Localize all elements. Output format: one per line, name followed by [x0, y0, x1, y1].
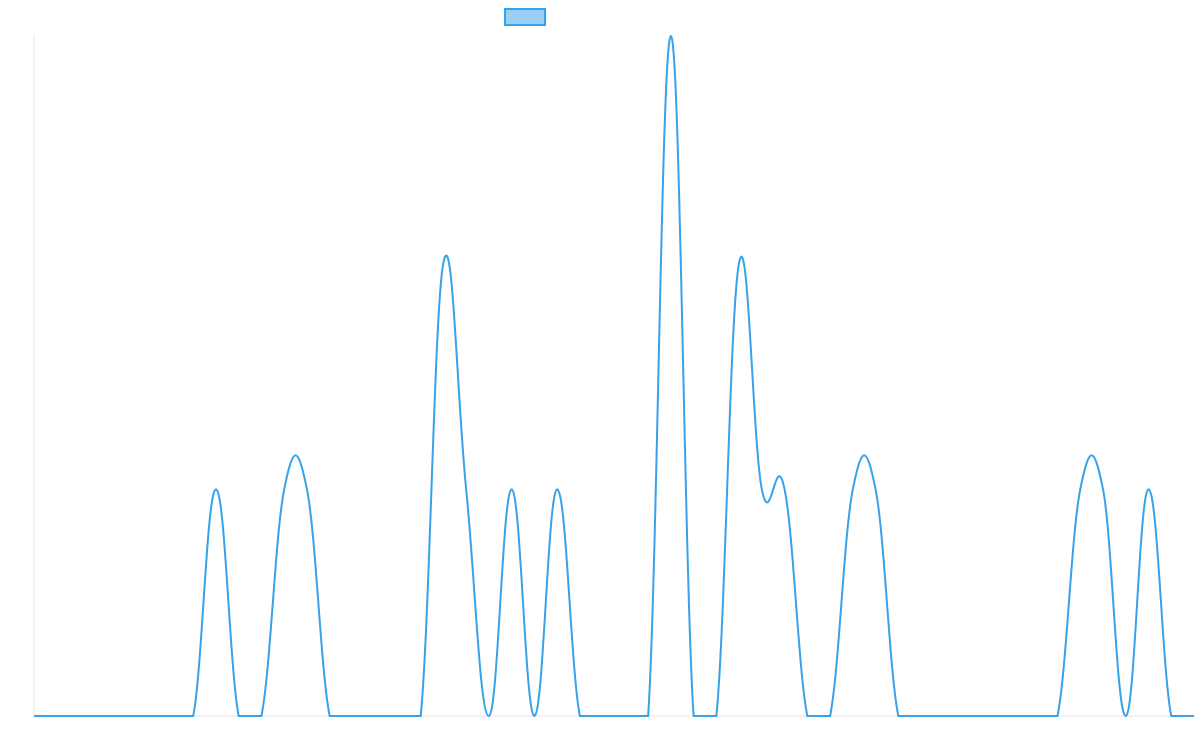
- legend-swatch[interactable]: [504, 8, 546, 26]
- data-point[interactable]: [554, 486, 560, 492]
- data-point[interactable]: [622, 713, 628, 719]
- data-point[interactable]: [986, 713, 992, 719]
- data-point[interactable]: [895, 713, 901, 719]
- series-line-0: [34, 34, 1194, 718]
- data-point[interactable]: [281, 486, 287, 492]
- data-point[interactable]: [418, 713, 424, 719]
- data-point[interactable]: [1077, 486, 1083, 492]
- data-point[interactable]: [213, 486, 219, 492]
- data-point[interactable]: [76, 713, 82, 719]
- chart-legend[interactable]: [0, 8, 1056, 26]
- data-point[interactable]: [145, 713, 151, 719]
- data-point[interactable]: [645, 713, 651, 719]
- data-point[interactable]: [167, 713, 173, 719]
- data-point[interactable]: [668, 33, 674, 39]
- data-point[interactable]: [372, 713, 378, 719]
- data-point[interactable]: [236, 713, 242, 719]
- data-point[interactable]: [691, 713, 697, 719]
- data-point[interactable]: [486, 713, 492, 719]
- data-point[interactable]: [122, 713, 128, 719]
- chart-series: [31, 33, 1197, 719]
- data-point[interactable]: [304, 486, 310, 492]
- data-point[interactable]: [99, 713, 105, 719]
- data-point[interactable]: [1009, 713, 1015, 719]
- data-point[interactable]: [463, 486, 469, 492]
- data-point[interactable]: [941, 713, 947, 719]
- data-point[interactable]: [1191, 713, 1197, 719]
- data-point[interactable]: [1123, 713, 1129, 719]
- data-point[interactable]: [873, 486, 879, 492]
- data-point[interactable]: [190, 713, 196, 719]
- data-point[interactable]: [759, 486, 765, 492]
- data-point[interactable]: [1032, 713, 1038, 719]
- data-point[interactable]: [1100, 486, 1106, 492]
- data-point[interactable]: [531, 713, 537, 719]
- data-point[interactable]: [1055, 713, 1061, 719]
- data-point[interactable]: [577, 713, 583, 719]
- data-point[interactable]: [327, 713, 333, 719]
- data-point[interactable]: [736, 260, 742, 266]
- chart-axes: [33, 36, 1194, 717]
- data-point[interactable]: [804, 713, 810, 719]
- data-point[interactable]: [827, 713, 833, 719]
- data-point[interactable]: [440, 260, 446, 266]
- data-point[interactable]: [918, 713, 924, 719]
- data-point[interactable]: [258, 713, 264, 719]
- data-point[interactable]: [349, 713, 355, 719]
- data-point[interactable]: [782, 486, 788, 492]
- data-point[interactable]: [509, 486, 515, 492]
- data-point[interactable]: [713, 713, 719, 719]
- data-point[interactable]: [600, 713, 606, 719]
- data-point[interactable]: [1146, 486, 1152, 492]
- data-point[interactable]: [395, 713, 401, 719]
- data-point[interactable]: [850, 486, 856, 492]
- data-point[interactable]: [1168, 713, 1174, 719]
- data-point[interactable]: [31, 713, 37, 719]
- data-point[interactable]: [54, 713, 60, 719]
- data-point[interactable]: [964, 713, 970, 719]
